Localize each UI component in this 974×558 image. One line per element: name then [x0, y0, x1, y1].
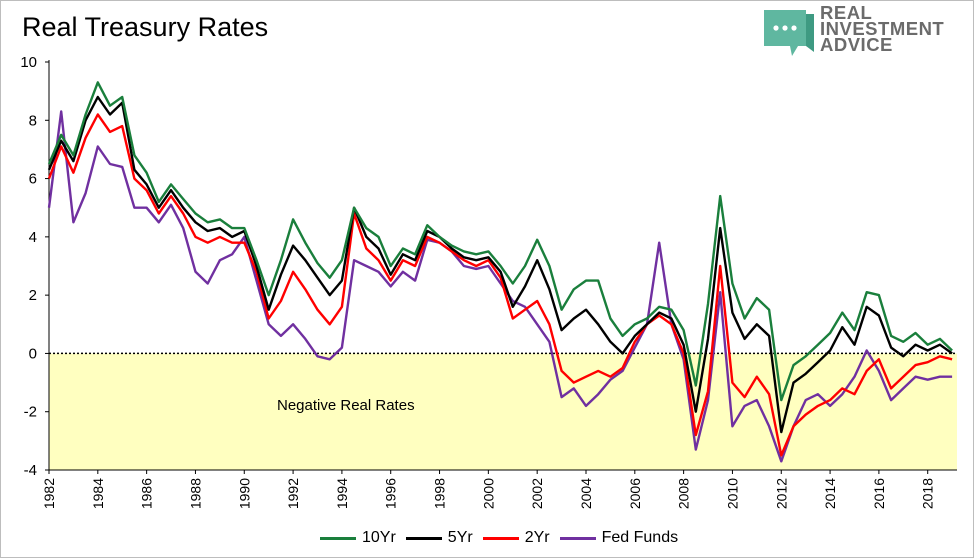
logo-text: REAL INVESTMENT ADVICE: [820, 2, 945, 55]
x-tick-label: 2012: [773, 478, 789, 509]
chart-title: Real Treasury Rates: [22, 12, 269, 42]
y-tick-label: -4: [24, 462, 37, 479]
x-tick-label: 2002: [529, 478, 545, 509]
logo: [762, 8, 952, 58]
logo-line: ADVICE: [820, 34, 893, 55]
x-tick-label: 2000: [480, 478, 496, 509]
x-tick-label: 2008: [676, 478, 692, 509]
x-tick-label: 2006: [627, 478, 643, 509]
logo-line: REAL: [820, 2, 873, 23]
y-tick-label: 8: [29, 112, 37, 129]
y-tick-label: 0: [29, 345, 37, 362]
legend-item: 5Yr: [405, 529, 473, 547]
x-tick-label: 1994: [334, 478, 350, 509]
legend-label: 2Yr: [524, 529, 550, 546]
negative-rates-region: [49, 353, 957, 470]
chat-bubble-icon: [764, 10, 814, 56]
x-tick-label: 2004: [578, 478, 594, 509]
legend: 10Yr 5Yr 2Yr Fed Funds: [320, 528, 688, 548]
series-line-2yr: [47, 113, 953, 457]
legend-item: 2Yr: [482, 529, 550, 547]
x-tick-label: 1982: [41, 478, 57, 509]
legend-swatch: [405, 536, 442, 540]
series-line-fed-funds: [47, 110, 953, 463]
x-tick-label: 1984: [90, 478, 106, 509]
x-tick-label: 1986: [139, 478, 155, 509]
x-tick-label: 2014: [822, 478, 838, 509]
y-tick-label: 2: [29, 287, 37, 304]
legend-swatch: [482, 536, 519, 540]
x-tick-label: 1996: [383, 478, 399, 509]
y-tick-label: 6: [29, 171, 37, 188]
legend-label: Fed Funds: [601, 529, 679, 546]
y-tick-label: -2: [24, 404, 37, 421]
negative-rates-annotation: Negative Real Rates: [277, 397, 415, 414]
legend-label: 10Yr: [362, 529, 396, 546]
logo-line: INVESTMENT: [820, 18, 945, 39]
x-tick-label: 2010: [724, 478, 740, 509]
x-tick-label: 1998: [432, 478, 448, 509]
x-tick-label: 2018: [920, 478, 936, 509]
y-tick-label: 4: [29, 229, 37, 246]
y-tick-label: 10: [20, 54, 37, 71]
legend-item: Fed Funds: [559, 529, 679, 547]
x-tick-label: 2016: [871, 478, 887, 509]
legend-swatch: [320, 536, 356, 540]
legend-swatch: [559, 536, 596, 540]
series-line-10yr: [47, 81, 953, 402]
x-tick-label: 1990: [236, 478, 252, 509]
legend-item: 10Yr: [320, 529, 396, 547]
series-line-5yr: [47, 95, 953, 434]
x-tick-label: 1988: [187, 478, 203, 509]
legend-label: 5Yr: [447, 529, 473, 546]
x-tick-label: 1992: [285, 478, 301, 509]
series-lines: [47, 81, 953, 463]
